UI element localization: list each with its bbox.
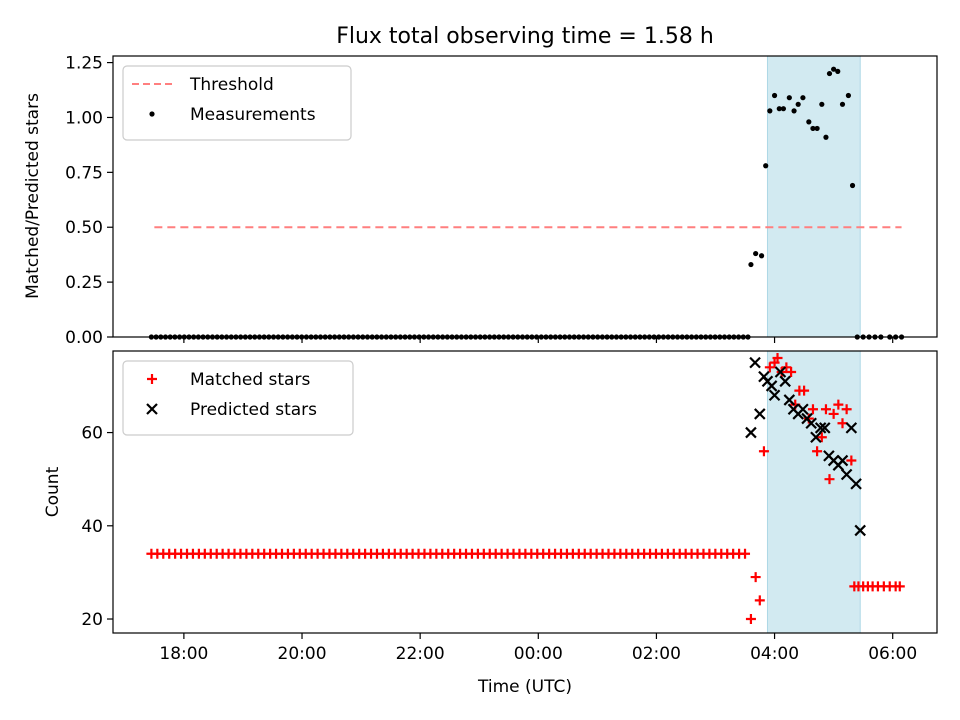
legend-label-threshold: Threshold xyxy=(189,75,274,95)
measurements-point xyxy=(814,125,820,132)
predicted-stars-point xyxy=(745,426,757,439)
legend-marker-predicted-stars xyxy=(146,403,158,415)
y-tick-label: 1.00 xyxy=(65,108,103,128)
matched-stars-point xyxy=(754,595,765,606)
y-tick-label: 60 xyxy=(81,424,103,444)
measurements-point xyxy=(806,119,812,125)
matched-stars-point xyxy=(816,432,827,443)
y-tick-label: 0.75 xyxy=(65,163,103,183)
predicted-stars-point xyxy=(854,524,866,537)
measurements-point xyxy=(753,250,759,257)
predicted-stars-point xyxy=(845,422,858,434)
x-tick-label: 00:00 xyxy=(514,644,563,664)
y-tick-label: 1.25 xyxy=(65,54,103,74)
matched-stars-point xyxy=(837,418,848,429)
matched-stars-point xyxy=(833,399,844,410)
measurements-point xyxy=(771,92,778,99)
predicted-stars-point xyxy=(779,375,791,388)
measurements-point xyxy=(810,125,816,132)
predicted-stars-point xyxy=(818,422,831,434)
shaded-interval xyxy=(766,350,861,634)
y-tick-label: 40 xyxy=(81,517,103,537)
predicted-stars-point xyxy=(765,380,778,392)
matched-stars-point xyxy=(781,362,792,373)
matched-stars-point xyxy=(894,581,905,592)
measurements-point xyxy=(819,101,825,107)
predicted-stars-point xyxy=(754,408,766,420)
measurements-point xyxy=(826,70,833,77)
legend-label-predicted-stars: Predicted stars xyxy=(190,400,317,420)
x-tick-label: 04:00 xyxy=(750,644,799,664)
predicted-stars-point xyxy=(810,431,822,444)
y-tick-label: 0.00 xyxy=(65,328,103,348)
matched-stars-point xyxy=(758,446,769,457)
matched-stars-point xyxy=(807,404,818,415)
y-tick-label: 0.25 xyxy=(65,273,103,293)
measurements-point xyxy=(748,261,754,268)
predicted-stars-point xyxy=(805,417,817,430)
x-tick-label: 20:00 xyxy=(278,644,327,664)
axes-frame xyxy=(112,350,938,634)
predicted-stars-point xyxy=(836,454,849,467)
measurements-point xyxy=(800,95,806,101)
matched-stars-point xyxy=(772,352,783,363)
ratio-panel: 0.00 0.25 0.50 0.75 1.00 1.25 Threshold Measure… xyxy=(65,54,938,348)
matched-stars-point xyxy=(764,362,775,373)
predicted-stars-point xyxy=(783,394,796,406)
matched-stars-point xyxy=(820,404,831,415)
count-panel: 20 40 60 18:00 20:00 22:00 00:00 02:00 04:00 06:0… xyxy=(81,350,938,664)
measurements-point xyxy=(780,106,787,112)
predicted-stars-point xyxy=(797,403,809,416)
y-tick-label: 0.50 xyxy=(65,218,103,238)
legend-label-matched-stars: Matched stars xyxy=(190,370,310,390)
legend-marker-measurements xyxy=(149,111,155,117)
matched-stars-point xyxy=(812,446,823,457)
matched-stars-point xyxy=(799,385,810,396)
measurements-point xyxy=(831,66,837,72)
matched-stars-point xyxy=(740,548,751,559)
y-axis-label-ratio: Matched/Predicted stars xyxy=(23,93,43,299)
matched-stars-point xyxy=(846,455,857,466)
matched-stars-point xyxy=(750,572,761,583)
y-tick-label: 20 xyxy=(81,610,103,630)
measurements-point xyxy=(763,163,769,169)
x-tick-label: 18:00 xyxy=(159,644,208,664)
measurements-point xyxy=(849,182,856,189)
x-axis-label: Time (UTC) xyxy=(477,677,572,697)
predicted-stars-point xyxy=(814,422,827,434)
measurements-point xyxy=(767,108,773,114)
measurements-point xyxy=(776,106,782,112)
matched-stars-point xyxy=(828,408,839,419)
measurements-point xyxy=(795,101,801,107)
predicted-stars-point xyxy=(749,356,761,369)
measurements-point xyxy=(835,68,841,74)
measurements-point xyxy=(786,95,792,101)
measurements-point xyxy=(823,134,829,140)
legend-marker-matched-stars xyxy=(147,374,157,384)
measurements-point xyxy=(845,92,851,99)
matched-stars-point xyxy=(745,614,756,625)
matched-stars-point xyxy=(786,366,797,377)
measurements-point xyxy=(791,108,797,114)
y-axis-label-count: Count xyxy=(43,466,63,517)
x-tick-label: 02:00 xyxy=(632,644,681,664)
matched-stars-point xyxy=(824,474,835,485)
predicted-stars-point xyxy=(768,389,781,402)
predicted-stars-point xyxy=(774,366,787,378)
legend-box xyxy=(122,360,354,436)
chart-title: Flux total observing time = 1.58 h xyxy=(336,24,714,49)
measurements-point xyxy=(839,101,846,107)
shaded-interval xyxy=(766,55,861,338)
matched-stars-point xyxy=(841,404,852,415)
x-tick-label: 22:00 xyxy=(396,644,445,664)
legend-box xyxy=(122,65,352,141)
legend-label-measurements: Measurements xyxy=(190,105,316,125)
predicted-stars-point xyxy=(840,468,853,481)
measurements-point xyxy=(758,253,765,259)
predicted-stars-point xyxy=(850,478,862,490)
x-tick-label: 06:00 xyxy=(868,644,917,664)
axes-frame xyxy=(112,55,938,338)
